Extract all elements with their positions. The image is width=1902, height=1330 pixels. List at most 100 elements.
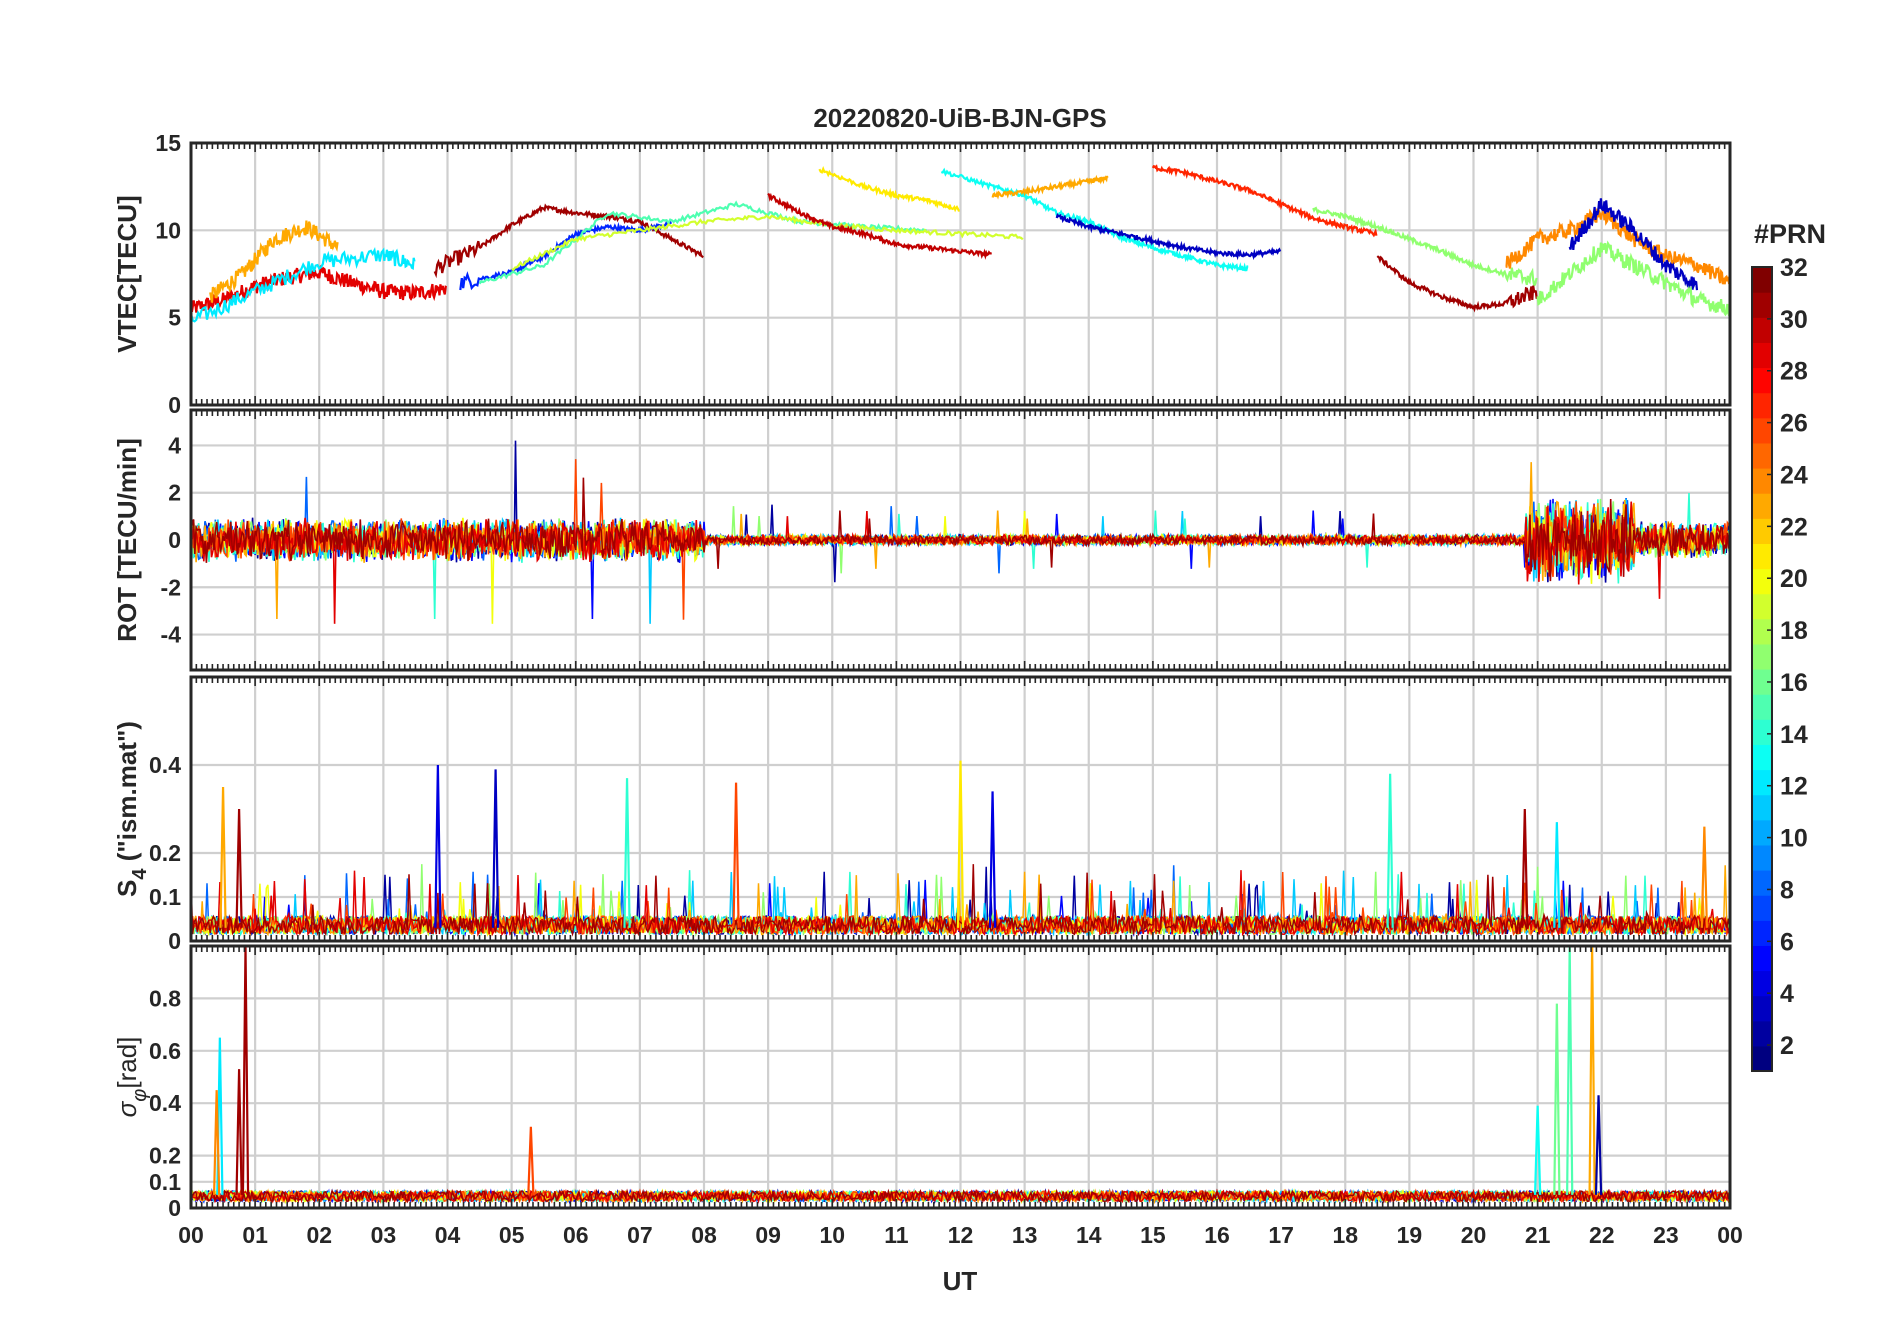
colorbar-step (1752, 593, 1772, 620)
y-axis-label-main: S (112, 880, 142, 897)
colorbar-step (1752, 493, 1772, 519)
peak-prn-16 (1553, 1003, 1561, 1195)
x-tick-label: 03 (371, 1222, 397, 1248)
y-axis-label: S4 ("ism.mat") (112, 721, 151, 897)
y-tick-label: 5 (168, 305, 181, 331)
y-tick-label: 0.4 (149, 752, 181, 778)
x-tick-label: 18 (1332, 1222, 1358, 1248)
y-axis-label: ROT [TECU/min] (112, 438, 142, 642)
y-tick-label: 10 (155, 217, 181, 243)
peak-prn-13 (1533, 1105, 1542, 1195)
x-tick-label: 07 (627, 1222, 653, 1248)
colorbar-step (1752, 1045, 1772, 1072)
colorbar-step (1752, 267, 1772, 293)
vtec-series-prn-23 (991, 174, 1109, 200)
x-tick-label: 22 (1589, 1222, 1615, 1248)
colorbar-tick-label: 10 (1780, 825, 1808, 853)
series-prn-31 (191, 864, 1730, 938)
y-axis-label: σφ[rad] (112, 1037, 151, 1118)
vtec-series-prn-23 (209, 220, 339, 303)
y-axis-label-sub: φ (129, 1089, 151, 1102)
peak-prn-31 (235, 1069, 243, 1195)
panel-rot: -4 -2 0 2 4 ROT [TECU/min] (112, 408, 1732, 672)
y-tick-label: 0.2 (149, 840, 181, 866)
colorbar-step (1752, 719, 1772, 745)
y-axis-label-tail: [rad] (112, 1037, 142, 1089)
y-axis-label: VTEC[TECU] (112, 195, 142, 352)
colorbar-tick-label: 22 (1780, 513, 1808, 541)
y-tick-label: 2 (168, 480, 181, 506)
x-tick-label: 17 (1268, 1222, 1294, 1248)
y-tick-label: 0.4 (149, 1090, 181, 1116)
y-tick-label: 0 (168, 392, 181, 418)
peak-prn-26 (527, 1126, 535, 1195)
colorbar-step (1752, 417, 1772, 444)
x-tick-label: 01 (242, 1222, 268, 1248)
peak-prn-2 (1594, 1095, 1603, 1195)
colorbar-label: #PRN (1754, 219, 1826, 249)
colorbar-step (1752, 518, 1772, 544)
peak-prn-31 (241, 946, 250, 1195)
x-tick-label: 13 (1012, 1222, 1038, 1248)
colorbar-step (1752, 568, 1772, 595)
vtec-series-prn-17 (1536, 240, 1730, 317)
colorbar-tick-label: 20 (1780, 565, 1808, 593)
x-tick-label: 00 (1717, 1222, 1743, 1248)
colorbar-step (1752, 468, 1772, 494)
colorbar-step (1752, 744, 1772, 771)
x-tick-label: 21 (1525, 1222, 1551, 1248)
x-tick-label: 11 (884, 1222, 909, 1248)
x-tick-label: 00 (178, 1222, 204, 1248)
peak-prn-4 (434, 764, 442, 928)
x-tick-label: 02 (306, 1222, 332, 1248)
vtec-series-prn-17 (1312, 206, 1538, 287)
colorbar-step (1752, 819, 1772, 846)
colorbar-tick-label: 26 (1780, 410, 1808, 438)
y-tick-label: 0 (168, 1195, 181, 1221)
peak-prn-14 (1386, 773, 1394, 928)
peak-prn-21 (956, 760, 965, 928)
y-axis-label-tail: ("ism.mat") (112, 721, 142, 868)
vtec-series-prn-31 (433, 203, 704, 279)
y-tick-label: -4 (161, 622, 182, 648)
peak-prn-14 (623, 778, 631, 928)
colorbar-step (1752, 895, 1772, 921)
y-tick-label: 0.6 (149, 1038, 181, 1064)
vtec-series-prn-3 (1055, 212, 1282, 261)
panel-vtec: 0 5 10 15 VTEC[TECU] (112, 130, 1732, 418)
colorbar-tick-label: 30 (1780, 306, 1808, 334)
colorbar-step (1752, 317, 1772, 343)
colorbar-tick-label: 16 (1780, 669, 1808, 697)
y-tick-label: 15 (155, 130, 181, 156)
peak-prn-31 (1521, 808, 1529, 928)
colorbar-step (1752, 442, 1772, 469)
x-tick-label: 15 (1140, 1222, 1166, 1248)
colorbar-tick-label: 4 (1780, 980, 1794, 1008)
colorbar-step (1752, 694, 1772, 720)
colorbar-tick-label: 24 (1780, 461, 1808, 489)
vtec-series-prn-19 (511, 214, 1024, 271)
colorbar-step (1752, 392, 1772, 419)
y-axis-label-main: σ (112, 1100, 142, 1117)
colorbar-step (1752, 870, 1772, 896)
x-tick-label: 20 (1461, 1222, 1487, 1248)
x-tick-label: 23 (1653, 1222, 1679, 1248)
peak-prn-23 (1588, 946, 1596, 1195)
colorbar-step (1752, 292, 1772, 318)
x-tick-label: 14 (1076, 1222, 1102, 1248)
x-tick-label: 10 (819, 1222, 845, 1248)
y-tick-label: -2 (161, 574, 181, 600)
x-tick-label: 06 (563, 1222, 589, 1248)
colorbar-step (1752, 643, 1772, 670)
colorbar-tick-label: 2 (1780, 1032, 1794, 1060)
colorbar-step (1752, 543, 1772, 570)
series-group (191, 164, 1730, 323)
peak-prn-4 (988, 791, 997, 928)
y-tick-label: 0.8 (149, 985, 181, 1011)
colorbar-step (1752, 945, 1772, 972)
colorbar-step (1752, 669, 1772, 695)
chart-title: 20220820-UiB-BJN-GPS (813, 103, 1106, 133)
x-tick-label: 12 (948, 1222, 974, 1248)
